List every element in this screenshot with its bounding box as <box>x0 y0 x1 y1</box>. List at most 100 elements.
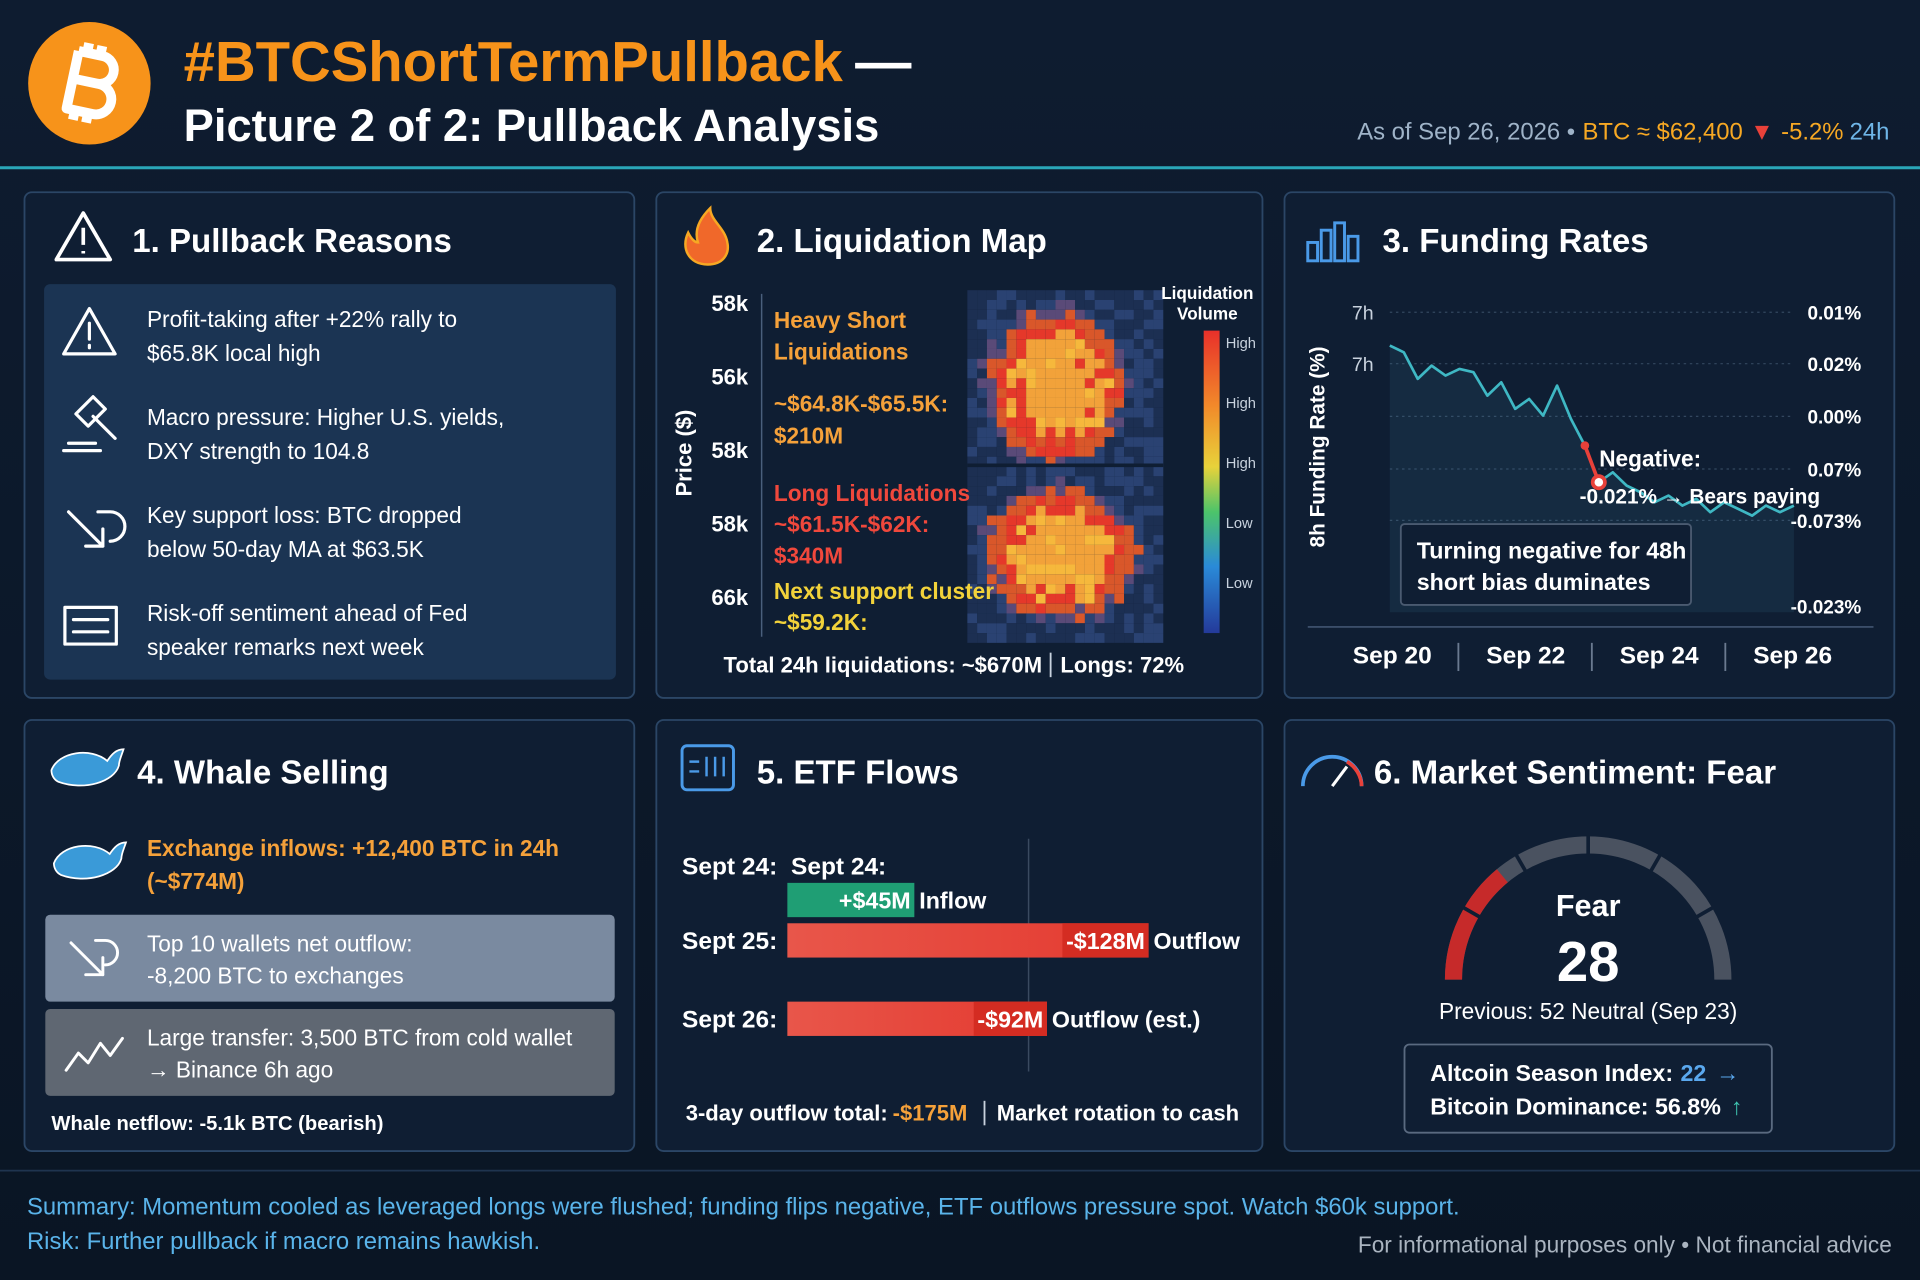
heatmap-cell <box>1026 535 1036 545</box>
heatmap-cell <box>1075 593 1085 604</box>
y-tick-label: 7h <box>1352 354 1374 376</box>
heatmap-cell <box>1055 564 1066 575</box>
heatmap-cell <box>996 407 1007 418</box>
heatmap-cell <box>1006 339 1017 349</box>
zone-annotation: Liquidations <box>774 338 909 364</box>
heatmap-cell <box>1045 623 1056 634</box>
heatmap-cell <box>1075 554 1085 565</box>
y-tick-label: 58k <box>711 291 749 316</box>
heatmap-cell <box>1084 486 1095 496</box>
heatmap-cell <box>1055 348 1066 359</box>
heatmap-cell <box>1084 535 1095 545</box>
heatmap-cell <box>1094 300 1105 310</box>
heatmap-cell <box>1075 329 1085 340</box>
whale-item-text: Top 10 wallets net outflow: <box>147 930 413 956</box>
heatmap-cell <box>1084 505 1095 516</box>
heatmap-cell <box>1016 584 1027 594</box>
heatmap-cell <box>1133 495 1144 506</box>
heatmap-cell <box>1143 544 1154 555</box>
heatmap-cell <box>996 397 1007 408</box>
heatmap-cell <box>1114 456 1125 467</box>
heatmap-cell <box>1016 593 1027 604</box>
gauge-notch <box>1649 853 1663 873</box>
heatmap-cell <box>977 290 987 301</box>
heatmap-cell <box>1114 437 1125 447</box>
icon-whale <box>53 841 128 880</box>
heatmap-cell <box>1075 515 1085 526</box>
heatmap-cell <box>967 584 978 594</box>
heatmap-cell <box>1153 495 1164 506</box>
heatmap-cell <box>996 544 1007 555</box>
heatmap-cell <box>1153 456 1164 467</box>
heatmap-cell <box>1133 319 1144 330</box>
heatmap-cell <box>1133 300 1144 310</box>
heatmap-cell <box>1075 466 1085 477</box>
heatmap-cell <box>996 427 1007 438</box>
heatmap-cell <box>996 348 1007 359</box>
reason-icon <box>66 510 127 548</box>
heatmap-cell <box>1055 397 1066 408</box>
heatmap-cell <box>1114 515 1125 526</box>
heatmap-cell <box>1026 309 1036 320</box>
heatmap-cell <box>986 623 997 634</box>
heatmap-cell <box>1094 388 1105 398</box>
heatmap-cell <box>1075 300 1085 310</box>
heatmap-cell <box>1143 633 1154 643</box>
heatmap-cell <box>1133 544 1144 555</box>
heatmap-cell <box>1124 466 1134 477</box>
heatmap-cell <box>1084 554 1095 565</box>
heatmap-cell <box>1075 613 1085 624</box>
heatmap-cell <box>1035 397 1046 408</box>
heatmap-cell <box>977 544 987 555</box>
heatmap-cell <box>977 407 987 418</box>
heatmap-cell <box>1104 309 1115 320</box>
heatmap-cell <box>986 544 997 555</box>
heatmap-cell <box>1153 437 1164 447</box>
heatmap-cell <box>1065 397 1076 408</box>
heatmap-cell <box>1075 388 1085 398</box>
heatmap-cell <box>967 388 978 398</box>
heatmap-cell <box>1084 515 1095 526</box>
heatmap-cell <box>1026 290 1036 301</box>
heatmap-cell <box>1133 564 1144 575</box>
heatmap-cell <box>986 603 997 614</box>
heatmap-cell <box>1075 437 1085 447</box>
heatmap-cell <box>1094 554 1105 565</box>
heatmap-cell <box>1153 525 1164 536</box>
heatmap-cell <box>1026 417 1036 428</box>
heatmap-cell <box>1143 437 1154 447</box>
heatmap-cell <box>1104 378 1115 389</box>
heatmap-cell <box>1153 466 1164 477</box>
reason-text: below 50-day MA at $63.5K <box>147 536 424 562</box>
heatmap-cell <box>1055 437 1066 447</box>
heatmap-cell <box>1114 339 1125 349</box>
heatmap-cell <box>977 446 987 457</box>
heatmap-cell <box>1094 456 1105 467</box>
heatmap-cell <box>1133 593 1144 604</box>
icon-etf <box>680 744 735 792</box>
heatmap-cell <box>1094 427 1105 438</box>
heatmap-cell <box>1045 466 1056 477</box>
heatmap-cell <box>1026 348 1036 359</box>
heatmap-cell <box>1153 397 1164 408</box>
heatmap-cell <box>1094 476 1105 487</box>
heatmap-cell <box>1045 515 1056 526</box>
heatmap-cell <box>1133 368 1144 379</box>
heatmap-cell <box>1075 378 1085 389</box>
heatmap-cell <box>1104 329 1115 340</box>
icon-gauge-red <box>1345 760 1364 787</box>
heatmap-cell <box>986 554 997 565</box>
value-label: -$92M <box>977 1006 1043 1032</box>
heatmap-cell <box>1133 437 1144 447</box>
heatmap-cell <box>1084 309 1095 320</box>
heatmap-cell <box>1104 368 1115 379</box>
etf-footer-label: 3-day outflow total: <box>686 1100 888 1125</box>
heatmap-cell <box>1143 574 1154 585</box>
heatmap-cell <box>1133 348 1144 359</box>
heatmap-cell <box>1016 623 1027 634</box>
heatmap-cell <box>1065 535 1076 545</box>
heatmap-cell <box>1104 417 1115 428</box>
heatmap-cell <box>1094 407 1105 418</box>
heatmap-cell <box>1124 544 1134 555</box>
